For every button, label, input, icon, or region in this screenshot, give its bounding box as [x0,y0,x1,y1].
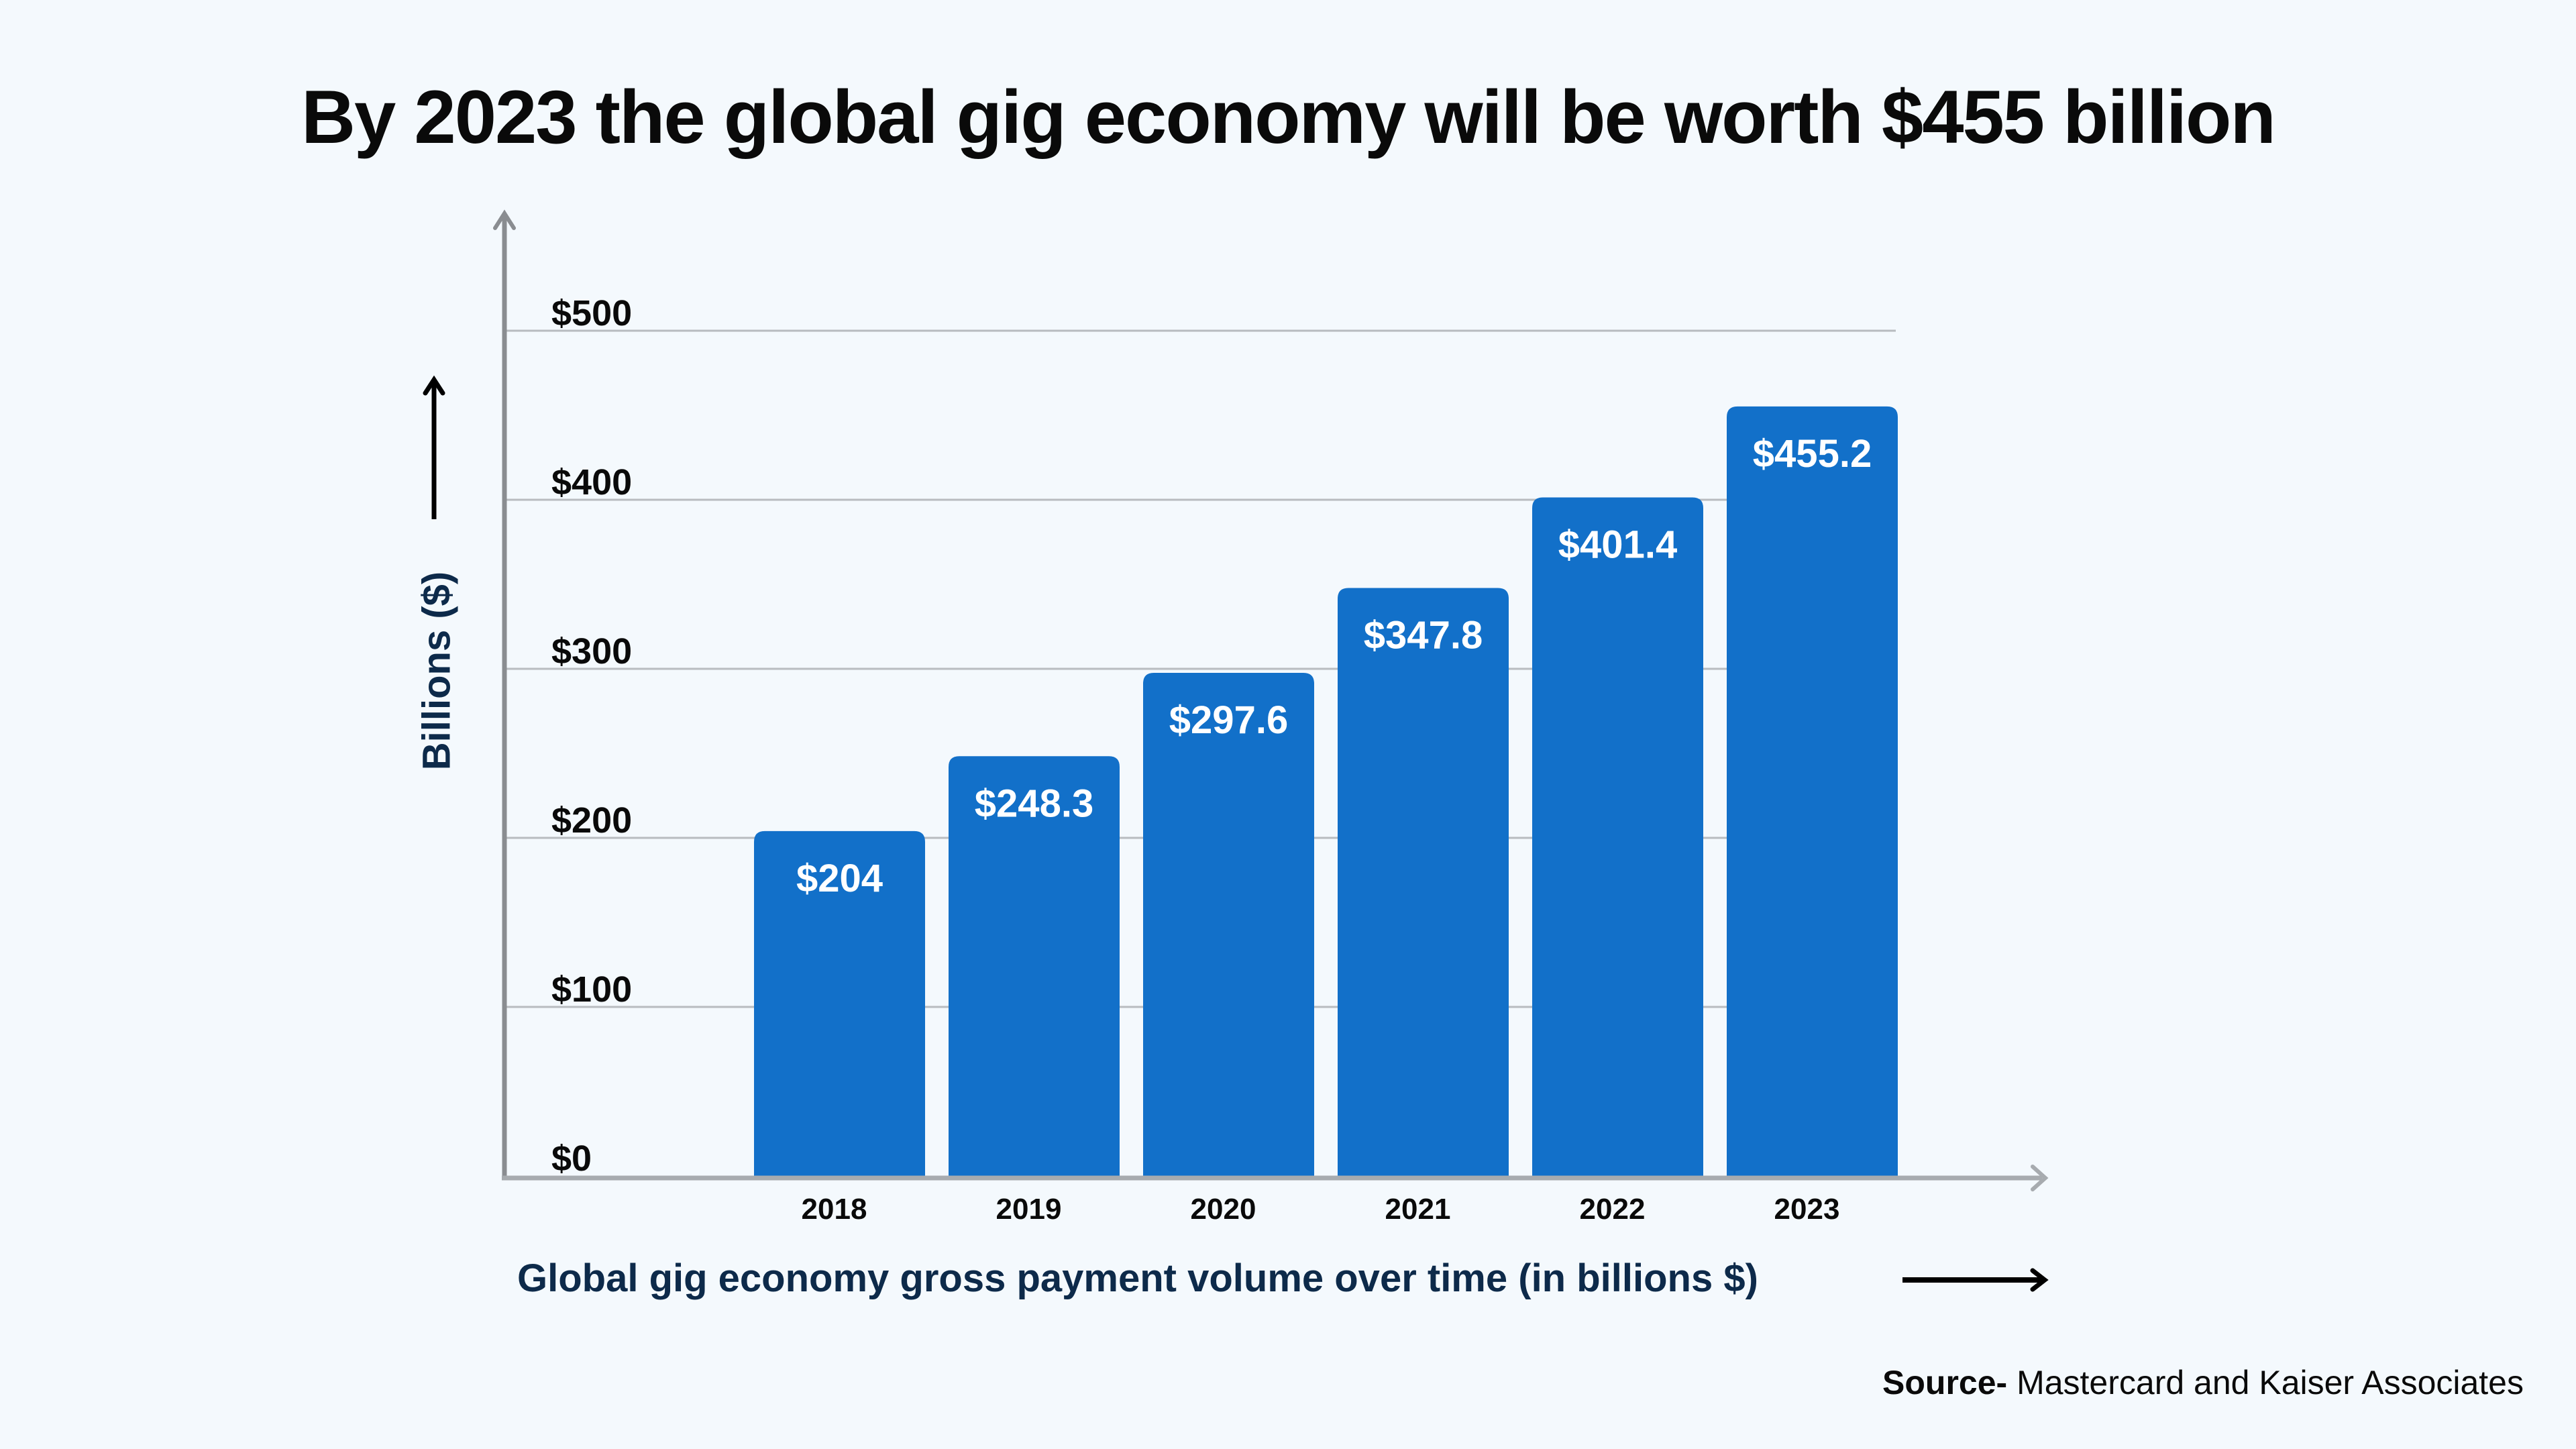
x-tick-label: 2018 [802,1193,867,1226]
y-tick-label: $0 [551,1138,592,1179]
y-tick-label: $500 [551,293,632,333]
bar-2022 [1532,497,1703,1176]
x-tick-label: 2022 [1580,1193,1646,1226]
x-title-arrowhead-icon [2030,1268,2049,1292]
bar-2023 [1727,406,1898,1176]
source-text: Mastercard and Kaiser Associates [2007,1364,2524,1401]
data-label: $401.4 [1558,523,1677,566]
x-axis-arrow-icon [2031,1165,2049,1191]
x-axis-title: Global gig economy gross payment volume … [517,1256,1758,1300]
x-tick-label: 2023 [1774,1193,1840,1226]
y-tick-label: $100 [551,969,632,1010]
x-tick-label: 2019 [996,1193,1062,1226]
data-label: $248.3 [975,782,1093,825]
data-label: $204 [796,857,883,900]
source-label: Source- [1882,1364,2008,1401]
data-label: $297.6 [1169,698,1288,742]
bar-2021 [1338,588,1509,1176]
y-axis-title: Billions ($) [415,571,459,771]
bar-2019 [949,756,1120,1176]
x-tick-label: 2021 [1385,1193,1451,1226]
data-label: $347.8 [1364,614,1483,657]
y-title-arrowhead-icon [423,375,445,396]
data-label: $455.2 [1753,432,1872,476]
chart-title: By 2023 the global gig economy will be w… [301,75,2276,159]
y-tick-label: $400 [551,462,632,502]
x-tick-label: 2020 [1191,1193,1256,1226]
bar-2020 [1143,673,1314,1176]
source-note: Source- Mastercard and Kaiser Associates [1882,1363,2524,1402]
y-tick-label: $300 [551,631,632,672]
bar-2018 [754,830,925,1176]
y-tick-label: $200 [551,800,632,841]
y-axis-arrow-icon [493,209,516,230]
